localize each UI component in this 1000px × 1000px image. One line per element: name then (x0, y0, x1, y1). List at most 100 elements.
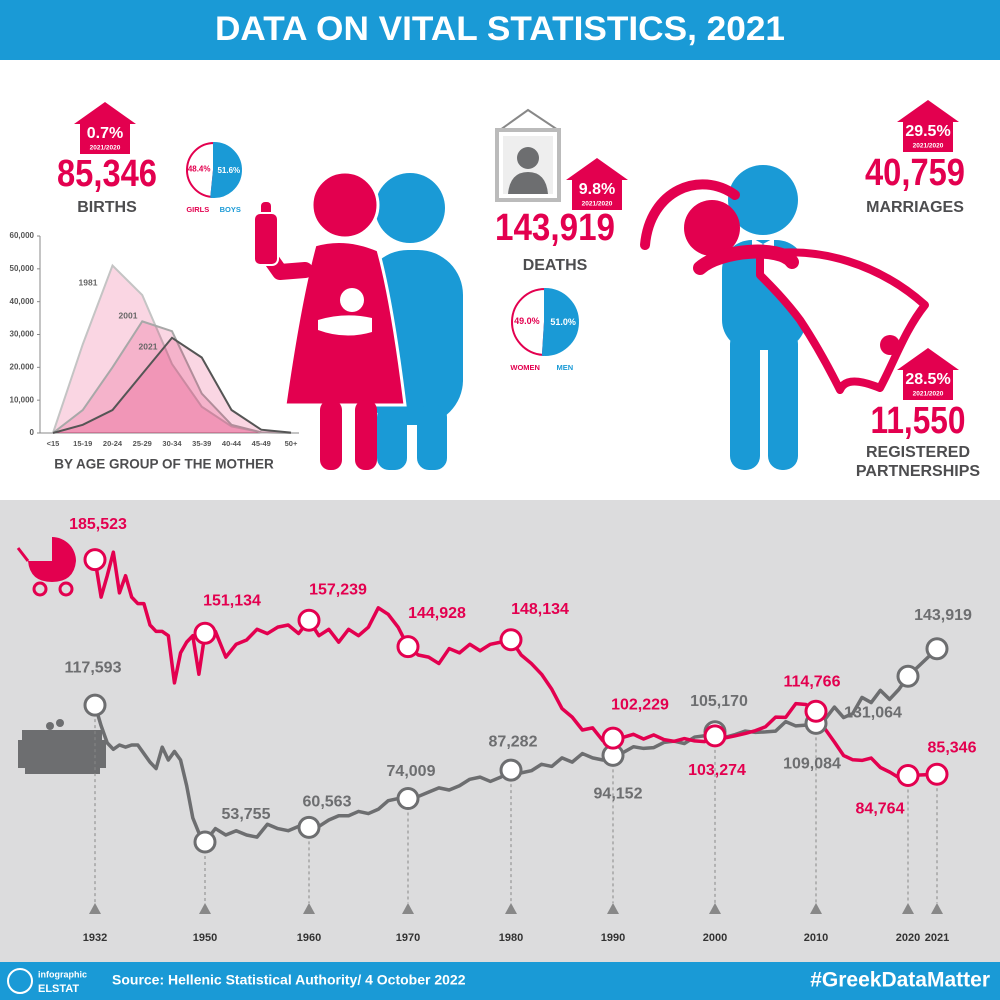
deaths-label: DEATHS (523, 257, 588, 274)
logo-mark (7, 968, 33, 994)
point-marker (896, 764, 920, 788)
point-marker (925, 637, 949, 661)
pie-category-label: GIRLS (186, 205, 209, 214)
point-label: 148,134 (511, 601, 569, 618)
x-tick-marker (810, 903, 822, 914)
x-tick-label: 1932 (83, 932, 107, 944)
point-marker (297, 815, 321, 839)
change-arrow (74, 102, 136, 154)
timeline-panel (0, 500, 1000, 962)
pie-category-label: MEN (556, 363, 573, 372)
point-label: 131,064 (844, 705, 902, 722)
x-tick-label: 20-24 (103, 439, 123, 448)
point-marker (804, 699, 828, 723)
x-tick-label: 25-29 (133, 439, 152, 448)
x-tick-label: 1980 (499, 932, 523, 944)
pie-slice (186, 141, 215, 198)
father-head (375, 173, 445, 243)
point-marker (499, 628, 523, 652)
y-tick-label: 10,000 (10, 395, 35, 404)
y-tick-label: 30,000 (10, 330, 35, 339)
change-period: 2021/2020 (582, 201, 613, 208)
x-tick-label: 30-34 (162, 439, 182, 448)
groom-leg (730, 330, 760, 470)
point-label: 143,919 (914, 607, 972, 624)
point-label: 102,229 (611, 696, 669, 713)
coffin-flower (56, 719, 64, 727)
point-marker (297, 608, 321, 632)
source: Source: Hellenic Statistical Authority/ … (112, 972, 466, 988)
x-tick-label: 15-19 (73, 439, 92, 448)
point-label: 84,764 (856, 801, 905, 818)
point-marker (83, 548, 107, 572)
pie-category-label: WOMEN (510, 363, 540, 372)
x-tick-label: 1990 (601, 932, 625, 944)
series-label: 1981 (79, 277, 98, 287)
father-leg (377, 405, 407, 470)
x-tick-label: 50+ (285, 439, 298, 448)
point-marker (83, 693, 107, 717)
deaths-value: 143,919 (495, 207, 615, 249)
births-label: BIRTHS (77, 199, 137, 216)
x-tick-marker (303, 903, 315, 914)
marriages-label: MARRIAGES (866, 199, 964, 216)
x-tick-label: <15 (47, 439, 60, 448)
x-tick-label: 2020 (896, 932, 920, 944)
y-tick-label: 60,000 (10, 231, 35, 240)
footer-band (0, 962, 1000, 1000)
point-marker (703, 724, 727, 748)
page-title: DATA ON VITAL STATISTICS, 2021 (215, 10, 785, 48)
point-marker (601, 726, 625, 750)
age-area (52, 336, 292, 434)
x-tick-label: 45-49 (252, 439, 271, 448)
x-tick-label: 1950 (193, 932, 217, 944)
pie-slice (511, 287, 546, 356)
y-tick-label: 50,000 (10, 264, 35, 273)
point-label: 157,239 (309, 581, 367, 598)
pram-wheel (58, 581, 74, 597)
pie-category-label: BOYS (220, 205, 241, 214)
partnerships-label: PARTNERSHIPS (856, 463, 980, 480)
brand-line: infographic (38, 969, 87, 979)
x-tick-marker (402, 903, 414, 914)
x-tick-marker (709, 903, 721, 914)
change-value: 29.5% (905, 123, 950, 140)
father-leg (417, 405, 447, 470)
x-tick-marker (902, 903, 914, 914)
brand-name: ELSTAT (38, 983, 79, 995)
partnerships-label: REGISTERED (866, 444, 970, 461)
change-arrow (566, 158, 628, 210)
point-label: 103,274 (688, 762, 746, 779)
coffin-body (18, 740, 106, 768)
x-tick-marker (505, 903, 517, 914)
point-label: 87,282 (489, 733, 538, 750)
change-value: 0.7% (87, 125, 123, 142)
pram-wheel (32, 581, 48, 597)
series-label: 2021 (139, 341, 158, 351)
x-tick-label: 2010 (804, 932, 828, 944)
change-period: 2021/2020 (90, 145, 121, 152)
point-label: 94,152 (594, 786, 643, 803)
change-period: 2021/2020 (913, 391, 944, 398)
frame-string (499, 108, 559, 131)
partnerships-value: 11,550 (871, 400, 966, 442)
pie-slice (541, 287, 579, 356)
point-label: 105,170 (690, 693, 748, 710)
point-label: 144,928 (408, 605, 466, 622)
change-value: 28.5% (905, 371, 950, 388)
coffin-lid (22, 730, 102, 740)
pram-basket (28, 561, 76, 582)
coffin-base (25, 768, 100, 774)
mother-head (310, 170, 380, 240)
point-label: 151,134 (203, 593, 261, 610)
births-value: 85,346 (57, 153, 157, 195)
point-label: 53,755 (222, 806, 271, 823)
pie-slice (210, 141, 242, 198)
mother-leg (355, 400, 377, 470)
baby-body (318, 315, 372, 336)
portrait-head (517, 147, 539, 169)
header-band (0, 0, 1000, 60)
y-tick-label: 0 (30, 428, 35, 437)
